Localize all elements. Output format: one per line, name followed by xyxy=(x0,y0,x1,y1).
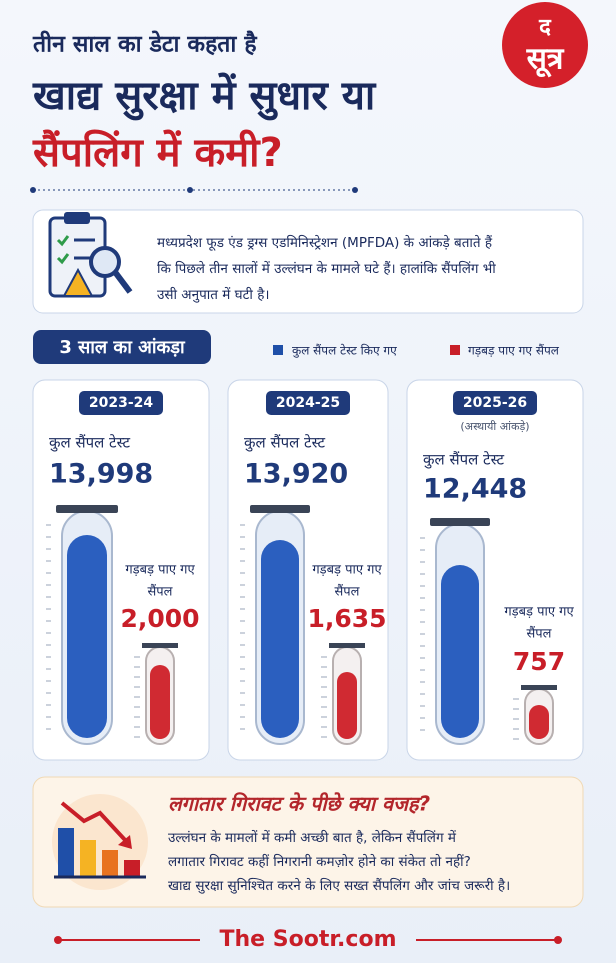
title: सैंपलिंग में कमी? xyxy=(32,129,283,176)
bad-label: गड़बड़ पाए गए xyxy=(125,563,195,578)
logo-text: द xyxy=(538,15,552,40)
footer-rule xyxy=(54,936,562,944)
small-tube-cap xyxy=(142,643,178,648)
small-tube-fill xyxy=(337,672,357,739)
tube-fill xyxy=(67,535,107,738)
year: 2025-26 xyxy=(463,395,527,411)
clipboard-icon xyxy=(48,212,133,298)
section-pill xyxy=(33,330,211,364)
title: खाद्य सुरक्षा में सुधार या xyxy=(32,72,377,121)
reason-box xyxy=(32,776,584,908)
tube-fill xyxy=(261,540,299,738)
total-label: कुल सैंपल टेस्ट xyxy=(423,451,504,470)
decline-icon xyxy=(52,794,148,890)
reason-text: लगातार गिरावट कहीं निगरानी कमज़ोर होने क… xyxy=(168,853,471,870)
bad-value: 2,000 xyxy=(120,604,199,633)
total-value: 13,998 xyxy=(49,459,153,490)
year-pill xyxy=(79,391,163,415)
reason-text: खाद्य सुरक्षा सुनिश्चित करने के लिए सख्त… xyxy=(168,877,510,894)
bad-label: गड़बड़ पाए गए xyxy=(312,563,382,578)
intro-text: उसी अनुपात में घटी है। xyxy=(157,286,270,303)
logo xyxy=(502,2,588,88)
year: 2023-24 xyxy=(89,395,154,411)
small-tube-fill xyxy=(529,705,549,739)
year-pill xyxy=(266,391,350,415)
logo-text: सूत्र xyxy=(526,42,565,78)
tube-fill xyxy=(441,565,479,738)
bad-value: 1,635 xyxy=(307,604,386,633)
intro-box xyxy=(32,209,584,314)
legend-label: गड़बड़ पाए गए सैंपल xyxy=(468,344,560,358)
footer: The Sootr.com xyxy=(220,927,397,952)
divider xyxy=(30,187,358,193)
small-tube-cap xyxy=(329,643,365,648)
total-value: 12,448 xyxy=(423,474,527,505)
bad-label: सैंपल xyxy=(148,584,173,600)
bad-value: 757 xyxy=(513,647,565,676)
section-title: 3 साल का आंकड़ा xyxy=(59,337,186,358)
tube-cap xyxy=(250,505,310,513)
legend-label: कुल सैंपल टेस्ट किए गए xyxy=(292,344,397,359)
legend-swatch xyxy=(273,345,283,355)
small-tube-fill xyxy=(150,665,170,739)
reason-title: लगातार गिरावट के पीछे क्या वजह? xyxy=(168,792,431,816)
legend-swatch xyxy=(450,345,460,355)
total-value: 13,920 xyxy=(244,459,348,490)
tube-cap xyxy=(430,518,490,526)
small-tube-cap xyxy=(521,685,557,690)
intro-text: कि पिछले तीन सालों में उल्लंघन के मामले … xyxy=(157,260,496,277)
reason-text: उल्लंघन के मामलों में कमी अच्छी बात है, … xyxy=(168,829,457,846)
note: (अस्थायी आंकड़े) xyxy=(460,420,529,433)
tube-cap xyxy=(56,505,118,513)
panel xyxy=(406,379,584,761)
year: 2024-25 xyxy=(276,395,340,411)
year-pill xyxy=(453,391,537,415)
total-label: कुल सैंपल टेस्ट xyxy=(49,434,130,453)
bad-label: सैंपल xyxy=(335,584,360,600)
total-label: कुल सैंपल टेस्ट xyxy=(244,434,325,453)
kicker: तीन साल का डेटा कहता है xyxy=(32,30,257,58)
intro-text: मध्यप्रदेश फूड एंड ड्रग्स एडमिनिस्ट्रेशन… xyxy=(157,234,493,251)
bad-label: सैंपल xyxy=(527,626,552,642)
bad-label: गड़बड़ पाए गए xyxy=(504,605,574,620)
